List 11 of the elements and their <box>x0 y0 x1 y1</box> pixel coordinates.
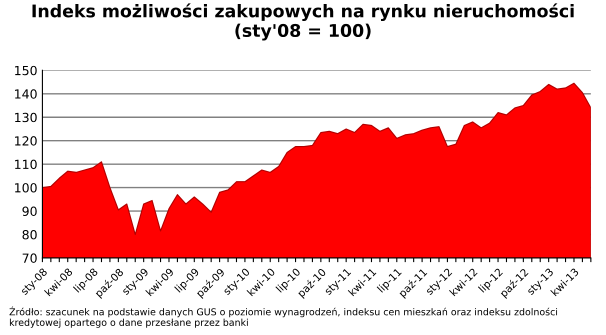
y-tick-label: 100 <box>15 183 37 193</box>
text: Źródło: szacunek na podstawie danych GUS o poziomie wynagrodzeń, indeksu cen mieszkań oraz indeksu zdolności kredytowej opartego o dane przesłane przez banki <box>10 306 558 328</box>
y-tick-label: 70 <box>22 253 37 263</box>
y-tick-label: 150 <box>15 66 37 76</box>
y-tick-label: 110 <box>15 160 37 170</box>
y-tick-label: 130 <box>15 112 37 122</box>
chart-title: Indeks możliwości zakupowych na rynku nieruchomości (sty'08 = 100) <box>32 3 574 41</box>
y-tick-label: 90 <box>22 206 37 216</box>
y-tick-label: 80 <box>22 230 37 240</box>
y-tick-label: 120 <box>15 136 37 146</box>
y-tick-label: 140 <box>15 89 37 99</box>
